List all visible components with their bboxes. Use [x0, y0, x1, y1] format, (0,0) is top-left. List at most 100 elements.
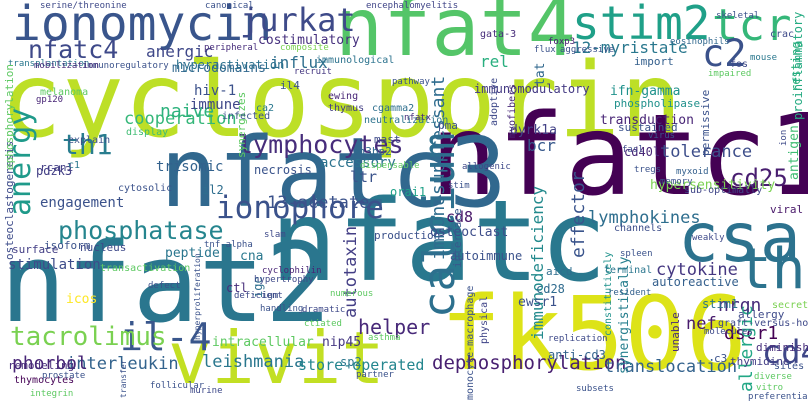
word: proinflammatory	[791, 11, 805, 120]
word: store-operated	[298, 356, 425, 374]
word: aicd	[546, 265, 573, 278]
word: tcr	[712, 0, 792, 51]
word: ionophore	[216, 190, 384, 226]
word: murine	[190, 386, 223, 396]
word: tnf-alpha	[204, 240, 253, 250]
word: interface	[451, 208, 464, 268]
word: spleen	[620, 249, 653, 259]
word: isoform	[44, 239, 91, 252]
word: cyclosporin	[0, 41, 683, 161]
word: synergizes	[235, 91, 248, 158]
word: il2	[202, 183, 224, 197]
word: il-4	[120, 315, 212, 359]
word: autotaxin	[341, 225, 361, 318]
word: stim1	[702, 297, 739, 311]
word: fos	[730, 59, 749, 70]
word: myxoid	[676, 167, 709, 177]
word: allogenic	[462, 162, 511, 172]
word: replication	[548, 334, 608, 344]
word: nef	[686, 314, 717, 334]
word: hyperactivation	[176, 58, 285, 72]
word: autoimmune	[450, 249, 523, 263]
word: cooperation	[124, 109, 237, 129]
word: viral	[770, 203, 804, 216]
word: allergy	[738, 308, 785, 321]
word: lymphokines	[588, 208, 701, 228]
word: accessory	[320, 155, 396, 171]
word: ionomycin	[12, 0, 273, 52]
word: permissive	[699, 89, 712, 156]
word: ewsr1	[518, 295, 558, 310]
word: jurkat	[240, 1, 356, 39]
word: canonical	[205, 1, 254, 11]
word: nfatc1	[430, 91, 808, 221]
word: igm	[262, 291, 279, 301]
word: engagement	[40, 195, 125, 211]
word: tolerance	[660, 142, 753, 162]
word: stim	[448, 181, 470, 191]
word: nfatc4	[28, 35, 119, 64]
word: immunomodulatory	[474, 82, 590, 96]
word: ewing	[328, 91, 359, 102]
word: autoreactive	[652, 275, 739, 289]
word: phospholipase	[614, 97, 701, 110]
word: hyperproliferation	[193, 253, 202, 340]
word: pma	[438, 119, 458, 132]
word: sites	[774, 361, 805, 372]
word: microdomains	[172, 61, 266, 76]
word: fasl	[622, 145, 644, 155]
word: cd40l	[624, 145, 661, 159]
word: aggressive	[560, 45, 615, 55]
word: 13-acetate	[267, 193, 370, 213]
word: dyrk1a	[510, 123, 557, 138]
word: defect	[148, 281, 181, 291]
word: c3	[714, 352, 728, 365]
word: diverse	[754, 372, 792, 382]
word: trisomic	[156, 159, 224, 175]
word: lymphocytes	[238, 130, 404, 159]
word: influx	[270, 53, 328, 72]
word: sp2	[340, 355, 362, 369]
word: cyclophilin	[262, 266, 322, 276]
word: numerous	[330, 289, 374, 299]
word: cd8	[446, 208, 474, 226]
word: transplantation	[8, 59, 90, 69]
word: icos	[66, 292, 98, 307]
word: intracellular	[212, 335, 314, 350]
word: hiv-1	[194, 83, 237, 99]
word: nrqn	[718, 295, 762, 316]
word: surface	[12, 243, 59, 256]
word: crac	[770, 29, 795, 40]
word: dephosphorylation	[432, 352, 627, 374]
word: leishmania	[202, 352, 305, 372]
word: adoptive	[489, 77, 500, 126]
word: anti-cd3	[548, 348, 606, 362]
word: import	[634, 55, 674, 68]
word: molecules	[704, 327, 753, 337]
word: pdzk3	[36, 164, 73, 178]
word: cd28	[536, 282, 565, 296]
word: impaired	[708, 69, 752, 79]
word: mast	[374, 133, 401, 146]
word: peripheral	[204, 43, 259, 53]
word: terminal	[604, 265, 653, 276]
word: immunoregulatory	[82, 61, 169, 71]
word: nfatc	[270, 177, 608, 307]
word: eosinophils	[670, 37, 730, 47]
word: immunological	[316, 55, 395, 66]
word: encephalomyelitis	[366, 1, 459, 11]
word: ctiated	[304, 319, 342, 329]
word: myofibers	[507, 83, 518, 138]
word: c1	[68, 160, 81, 171]
word: nfat4	[335, 0, 576, 74]
word: gata-3	[480, 29, 517, 40]
word: secreting	[772, 300, 808, 311]
word: slam	[264, 230, 286, 240]
word: c2	[702, 32, 747, 75]
word: il4	[280, 79, 300, 92]
word: cna	[240, 249, 264, 264]
word: anergic	[146, 42, 214, 61]
word: nip45	[322, 335, 362, 350]
word: flux	[534, 45, 556, 55]
